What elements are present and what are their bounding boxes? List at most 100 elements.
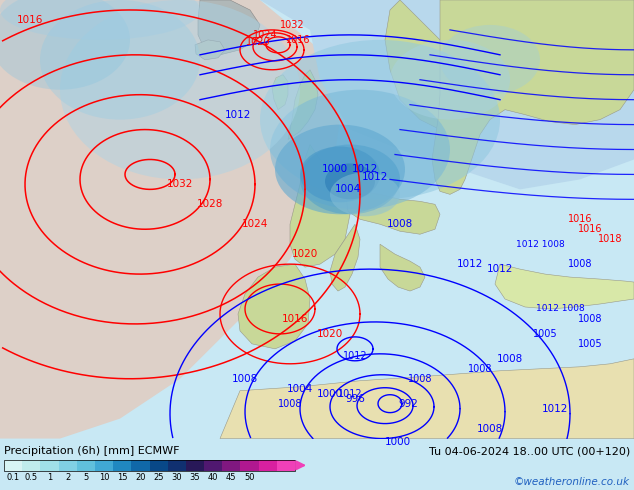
Bar bbox=[131, 460, 150, 471]
Ellipse shape bbox=[300, 145, 400, 214]
Text: 45: 45 bbox=[226, 473, 236, 482]
Polygon shape bbox=[0, 0, 340, 439]
Text: 1024: 1024 bbox=[242, 219, 268, 229]
Text: 1016: 1016 bbox=[568, 214, 592, 224]
Bar bbox=[240, 460, 259, 471]
Ellipse shape bbox=[60, 0, 300, 179]
Ellipse shape bbox=[260, 40, 500, 199]
Text: Tu 04-06-2024 18..00 UTC (00+120): Tu 04-06-2024 18..00 UTC (00+120) bbox=[429, 446, 630, 456]
Polygon shape bbox=[385, 0, 470, 129]
Bar bbox=[259, 460, 277, 471]
Ellipse shape bbox=[330, 172, 400, 216]
Text: 1005: 1005 bbox=[533, 329, 557, 339]
Polygon shape bbox=[380, 244, 425, 291]
Text: 1012: 1012 bbox=[343, 351, 367, 361]
Ellipse shape bbox=[0, 0, 200, 40]
Bar bbox=[4, 460, 22, 471]
Bar bbox=[167, 460, 186, 471]
Text: 1005: 1005 bbox=[578, 339, 602, 349]
Polygon shape bbox=[290, 145, 350, 267]
Bar bbox=[204, 460, 223, 471]
Bar bbox=[22, 460, 41, 471]
Text: 1008: 1008 bbox=[468, 364, 492, 374]
Polygon shape bbox=[260, 0, 634, 189]
Text: 30: 30 bbox=[171, 473, 182, 482]
Text: 1012: 1012 bbox=[225, 110, 251, 120]
Ellipse shape bbox=[325, 164, 375, 199]
Text: 1028: 1028 bbox=[197, 199, 223, 209]
Text: 15: 15 bbox=[117, 473, 127, 482]
Polygon shape bbox=[345, 189, 440, 234]
Text: 1000: 1000 bbox=[322, 165, 348, 174]
Ellipse shape bbox=[40, 0, 200, 120]
Text: 1016: 1016 bbox=[281, 314, 308, 324]
Text: 1012: 1012 bbox=[352, 165, 378, 174]
Polygon shape bbox=[195, 40, 225, 60]
Polygon shape bbox=[288, 70, 318, 140]
Polygon shape bbox=[432, 0, 634, 195]
Text: 1020: 1020 bbox=[292, 249, 318, 259]
Text: 1008: 1008 bbox=[497, 354, 523, 364]
Text: 10: 10 bbox=[99, 473, 109, 482]
Text: 1012 1008: 1012 1008 bbox=[536, 304, 585, 314]
Polygon shape bbox=[220, 359, 634, 439]
Text: 1024: 1024 bbox=[253, 30, 277, 40]
Text: 996: 996 bbox=[345, 393, 365, 404]
Text: 1012: 1012 bbox=[338, 389, 362, 399]
Text: 40: 40 bbox=[208, 473, 218, 482]
Text: 0.5: 0.5 bbox=[25, 473, 38, 482]
Text: 0.1: 0.1 bbox=[6, 473, 20, 482]
Ellipse shape bbox=[275, 124, 405, 214]
Text: 1008: 1008 bbox=[278, 399, 302, 409]
Text: 1008: 1008 bbox=[232, 374, 258, 384]
Text: 1016: 1016 bbox=[578, 224, 602, 234]
Bar bbox=[277, 460, 295, 471]
Bar bbox=[41, 460, 58, 471]
Text: 1: 1 bbox=[47, 473, 52, 482]
Polygon shape bbox=[495, 264, 634, 309]
Text: 20: 20 bbox=[135, 473, 146, 482]
Text: 1032: 1032 bbox=[280, 20, 304, 30]
Text: 1016: 1016 bbox=[17, 15, 43, 25]
Text: 1012: 1012 bbox=[457, 259, 483, 269]
Text: ©weatheronline.co.uk: ©weatheronline.co.uk bbox=[514, 477, 630, 487]
Text: 1000: 1000 bbox=[385, 437, 411, 446]
Text: 992: 992 bbox=[398, 399, 418, 409]
Polygon shape bbox=[238, 264, 310, 349]
Text: 50: 50 bbox=[244, 473, 255, 482]
Text: 1012: 1012 bbox=[487, 264, 513, 274]
Ellipse shape bbox=[270, 90, 450, 209]
Text: 2: 2 bbox=[65, 473, 70, 482]
Text: 5: 5 bbox=[83, 473, 89, 482]
Text: 1020: 1020 bbox=[317, 329, 343, 339]
Bar bbox=[223, 460, 240, 471]
Text: 35: 35 bbox=[190, 473, 200, 482]
Text: 1008: 1008 bbox=[387, 219, 413, 229]
Text: 1008: 1008 bbox=[578, 314, 602, 324]
Text: 1008: 1008 bbox=[568, 259, 592, 269]
Text: 1012: 1012 bbox=[362, 172, 388, 182]
Ellipse shape bbox=[0, 0, 130, 90]
Text: 1032: 1032 bbox=[167, 179, 193, 190]
Text: 1018: 1018 bbox=[598, 234, 622, 244]
Polygon shape bbox=[330, 224, 360, 291]
Text: 1008: 1008 bbox=[477, 423, 503, 434]
Bar bbox=[113, 460, 131, 471]
Text: 1000: 1000 bbox=[317, 389, 343, 399]
Polygon shape bbox=[198, 0, 260, 55]
Bar bbox=[150, 460, 167, 471]
Ellipse shape bbox=[390, 40, 510, 120]
Text: 1004: 1004 bbox=[287, 384, 313, 393]
Bar bbox=[95, 460, 113, 471]
Bar bbox=[77, 460, 95, 471]
Text: 25: 25 bbox=[153, 473, 164, 482]
Text: 1008: 1008 bbox=[408, 374, 432, 384]
Bar bbox=[4, 460, 295, 471]
Bar bbox=[58, 460, 77, 471]
Text: Precipitation (6h) [mm] ECMWF: Precipitation (6h) [mm] ECMWF bbox=[4, 446, 179, 456]
Text: 1012: 1012 bbox=[542, 404, 568, 414]
Text: 1020: 1020 bbox=[246, 37, 270, 47]
Ellipse shape bbox=[300, 147, 380, 202]
Ellipse shape bbox=[440, 25, 540, 95]
Bar bbox=[186, 460, 204, 471]
